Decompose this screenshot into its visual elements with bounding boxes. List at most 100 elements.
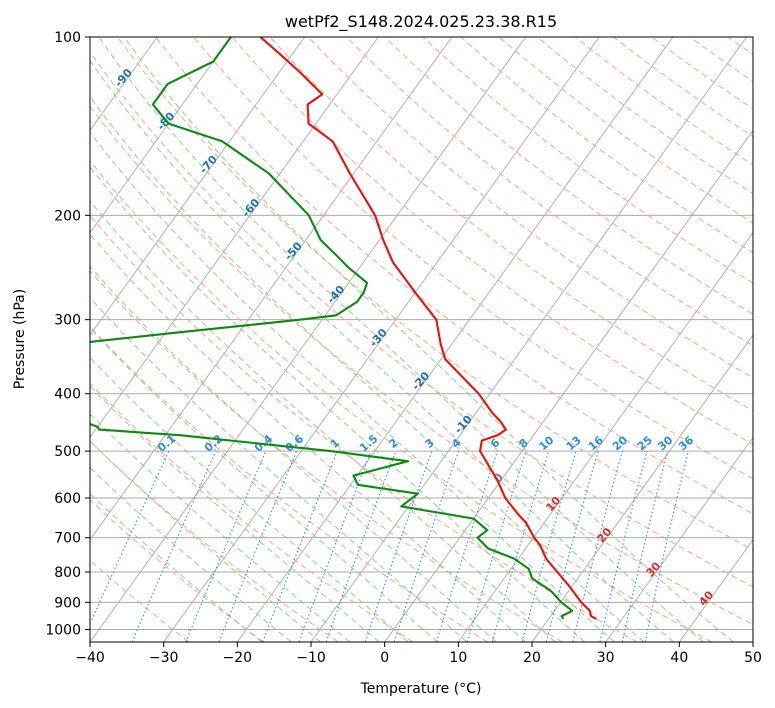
mixing-ratio-line bbox=[90, 450, 170, 626]
mixing-ratio-label: 20 bbox=[610, 433, 630, 453]
isotherm-line bbox=[605, 436, 753, 642]
dry-adiabat-line bbox=[90, 440, 339, 642]
dry-adiabat-line bbox=[689, 37, 753, 83]
dry-adiabat-line bbox=[269, 37, 753, 412]
mixing-ratio-label: 3 bbox=[423, 436, 437, 451]
dry-adiabat-line bbox=[727, 37, 753, 55]
x-tick-label: −40 bbox=[75, 650, 105, 666]
wet-bulb-label: 20 bbox=[595, 525, 615, 545]
mixing-ratio-line bbox=[218, 450, 298, 642]
dry-adiabat-line bbox=[651, 37, 753, 110]
mixing-ratio-line bbox=[572, 450, 623, 642]
isotherm-line bbox=[90, 37, 453, 541]
dry-adiabat-line bbox=[90, 160, 712, 642]
dry-adiabat-line bbox=[613, 37, 753, 138]
moist-adiabat-line bbox=[123, 37, 734, 642]
moist-adiabat-line bbox=[90, 96, 645, 642]
x-tick-label: 50 bbox=[744, 650, 762, 666]
dry-adiabat-line bbox=[384, 37, 753, 315]
y-tick-label: 100 bbox=[54, 30, 81, 46]
moist-adiabat-line bbox=[90, 131, 615, 642]
mixing-ratio-line bbox=[545, 450, 599, 642]
dry-adiabat-line bbox=[90, 382, 414, 642]
y-tick-label: 900 bbox=[54, 595, 81, 611]
isotherm-label: -40 bbox=[324, 283, 347, 307]
moist-adiabat-line bbox=[90, 493, 263, 642]
dry-adiabat-line bbox=[155, 37, 753, 515]
x-tick-label: 30 bbox=[597, 650, 615, 666]
dry-adiabats bbox=[90, 37, 775, 642]
dry-adiabat-line bbox=[90, 270, 563, 642]
mixing-ratio-line bbox=[491, 450, 550, 642]
isotherm-label: -50 bbox=[282, 239, 305, 263]
moist-adiabat-line bbox=[90, 466, 292, 642]
mixing-ratio-line bbox=[466, 450, 527, 642]
dry-adiabat-line bbox=[90, 214, 638, 642]
sounding-series bbox=[90, 37, 597, 620]
moist-adiabat-line bbox=[90, 356, 409, 642]
mixing-ratio-label: 25 bbox=[635, 434, 655, 454]
y-tick-label: 300 bbox=[54, 313, 81, 329]
dry-adiabat-line bbox=[766, 37, 775, 642]
mixing-ratio-label: 30 bbox=[655, 433, 675, 453]
moist-adiabat-line bbox=[90, 200, 556, 642]
mixing-ratio-label: 2 bbox=[386, 436, 400, 451]
mixing-ratio-line bbox=[599, 450, 648, 642]
plot-frame bbox=[89, 36, 754, 643]
moist-adiabat-line bbox=[90, 166, 586, 642]
curve-labels: 0.1 0.2 0.4 0.6 1 1.5 2 3 4 6 8 10 13 16 20 25 30 36-100-… bbox=[90, 37, 716, 609]
wet-bulb-label: 30 bbox=[643, 559, 663, 579]
isotherm-label: -20 bbox=[409, 369, 432, 393]
mixing-ratio-label: 10 bbox=[536, 433, 556, 453]
x-tick-label: −10 bbox=[296, 650, 326, 666]
moist-adiabats bbox=[90, 37, 734, 642]
mixing-ratio-line bbox=[325, 450, 397, 642]
isotherm-line bbox=[236, 37, 674, 642]
x-axis-label: Temperature (°C) bbox=[360, 681, 482, 697]
isotherm-grid bbox=[0, 37, 753, 642]
mixing-ratio-label: 13 bbox=[564, 433, 584, 453]
isobar-grid bbox=[90, 37, 753, 630]
isotherm-line bbox=[90, 37, 305, 336]
dry-adiabat-line bbox=[460, 37, 753, 254]
isotherm-line bbox=[384, 129, 753, 642]
moist-adiabat-line bbox=[90, 233, 526, 642]
y-axis-label: Pressure (hPa) bbox=[12, 289, 28, 389]
dry-adiabat-line bbox=[90, 499, 264, 642]
isotherm-line bbox=[90, 37, 379, 439]
x-tick-label: 0 bbox=[380, 650, 389, 666]
mixing-ratio-line bbox=[521, 450, 577, 642]
plot-area: 0.1 0.2 0.4 0.6 1 1.5 2 3 4 6 8 10 13 16 20 25 30 36-100-… bbox=[0, 37, 775, 642]
isotherm-label: -90 bbox=[112, 66, 135, 90]
moist-adiabat-line bbox=[90, 413, 351, 642]
chart-title: wetPf2_S148.2024.025.23.38.R15 bbox=[285, 12, 557, 32]
dry-adiabat-line bbox=[498, 37, 753, 224]
isotherm-line bbox=[0, 37, 10, 642]
y-tick-label: 400 bbox=[54, 387, 81, 403]
mixing-ratio-line bbox=[131, 450, 217, 642]
y-tick-label: 800 bbox=[54, 565, 81, 581]
mixing-ratio-label: 16 bbox=[586, 433, 606, 453]
moist-adiabat-line bbox=[90, 296, 468, 642]
moist-adiabat-line bbox=[90, 327, 438, 642]
dry-adiabat-line bbox=[231, 37, 753, 445]
dry-adiabat-line bbox=[117, 37, 753, 551]
x-tick-label: −30 bbox=[149, 650, 179, 666]
x-tick-label: 20 bbox=[523, 650, 541, 666]
moist-adiabat-line bbox=[90, 385, 380, 642]
mixing-ratio-line bbox=[435, 450, 498, 642]
moist-adiabat-line bbox=[98, 37, 704, 642]
mixing-ratio-lines bbox=[90, 450, 689, 642]
y-tick-label: 600 bbox=[54, 491, 81, 507]
moist-adiabat-line bbox=[90, 59, 675, 642]
y-tick-label: 700 bbox=[54, 531, 81, 547]
isotherm-line bbox=[457, 231, 753, 642]
dry-adiabat-line bbox=[90, 326, 488, 642]
wet-bulb-label: 10 bbox=[543, 494, 563, 514]
y-tick-label: 200 bbox=[54, 208, 81, 224]
dry-adiabat-line bbox=[90, 105, 753, 626]
dry-adiabat-line bbox=[90, 51, 753, 588]
temperature-line bbox=[259, 37, 597, 620]
mixing-ratio-label: 1 bbox=[328, 436, 342, 451]
